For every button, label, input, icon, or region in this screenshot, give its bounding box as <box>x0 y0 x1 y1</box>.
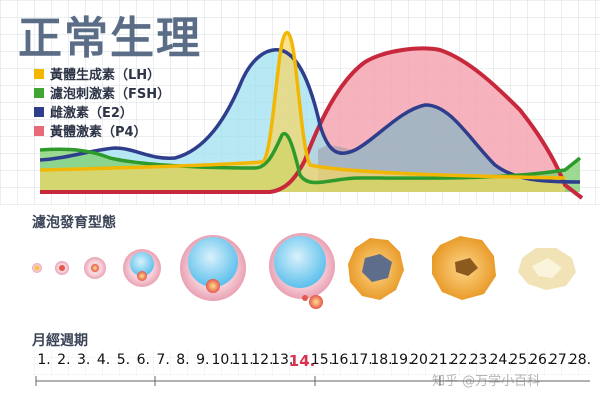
e2-curve <box>39 48 581 184</box>
day-label: 22. <box>449 352 473 368</box>
watermark: 知乎 @万学小百科 <box>432 374 541 389</box>
day-label: 5. <box>116 352 131 368</box>
legend-item-e2: 雌激素（E2） <box>34 102 170 121</box>
page-title: 正常生理 <box>18 13 202 64</box>
day-label: 23. <box>469 352 492 368</box>
overlap-area <box>318 104 560 192</box>
follicle-stage-5 <box>180 235 246 301</box>
day-label: 3. <box>77 352 91 368</box>
day-label: 24. <box>489 352 512 368</box>
legend-label-fsh: 濾泡刺激素（FSH） <box>50 87 171 102</box>
lh-swatch <box>34 68 44 79</box>
e2-swatch <box>34 106 44 117</box>
day-label: 6. <box>136 352 150 368</box>
day-label: 7. <box>156 352 170 368</box>
follicle-stage-2 <box>55 261 69 275</box>
follicle-stages <box>32 233 576 309</box>
fsh-swatch <box>34 87 44 98</box>
day-label: 19. <box>390 352 413 368</box>
day-label: 28. <box>568 352 592 368</box>
day-label: 25. <box>509 352 532 368</box>
legend-label-lh: 黃體生成素（LH） <box>50 68 161 83</box>
legend-label-p4: 黃體激素（P4） <box>50 125 147 140</box>
day-label: 21. <box>429 352 453 368</box>
follicle-stage-3 <box>84 257 106 279</box>
day-label: 12. <box>251 352 274 368</box>
day-label: 2. <box>57 352 71 368</box>
legend: 黃體生成素（LH） 濾泡刺激素（FSH） 雌激素（E2） 黃體激素（P4） <box>34 64 170 140</box>
legend-item-p4: 黃體激素（P4） <box>34 121 170 140</box>
follicle-stage-1 <box>32 263 42 273</box>
day-label: 4. <box>96 352 111 368</box>
lh-area <box>40 32 565 192</box>
day-label: 27. <box>549 352 572 368</box>
day-label: 14. <box>288 352 316 370</box>
day-label: 26. <box>529 352 552 368</box>
lh-curve <box>39 31 566 180</box>
legend-item-fsh: 濾泡刺激素（FSH） <box>34 83 170 102</box>
day-label: 9. <box>196 352 210 368</box>
corpus-albicans <box>518 248 576 290</box>
day-label: 13. <box>271 352 294 368</box>
cycle-section-label: 月經週期 <box>32 333 88 349</box>
follicle-stage-6 <box>269 233 335 309</box>
follicle-section-label: 濾泡發育型態 <box>32 215 116 231</box>
day-label: 18. <box>370 352 393 368</box>
day-label: 1. <box>37 352 51 368</box>
p4-curve <box>40 46 584 200</box>
legend-label-e2: 雌激素（E2） <box>50 106 133 121</box>
day-label: 11. <box>231 352 254 368</box>
day-label: 20. <box>410 352 433 368</box>
day-label: 10. <box>211 352 234 368</box>
legend-item-lh: 黃體生成素（LH） <box>34 64 170 83</box>
p4-swatch <box>34 125 44 136</box>
follicle-stage-4 <box>123 249 161 287</box>
day-label: 16. <box>330 352 353 368</box>
day-label: 17. <box>350 352 373 368</box>
corpus-luteum <box>432 236 496 300</box>
corpus-rupture <box>348 238 404 300</box>
day-grid <box>30 350 590 376</box>
day-label: 8. <box>176 352 190 368</box>
day-label: 15. <box>310 352 334 368</box>
fsh-curve <box>39 131 582 185</box>
